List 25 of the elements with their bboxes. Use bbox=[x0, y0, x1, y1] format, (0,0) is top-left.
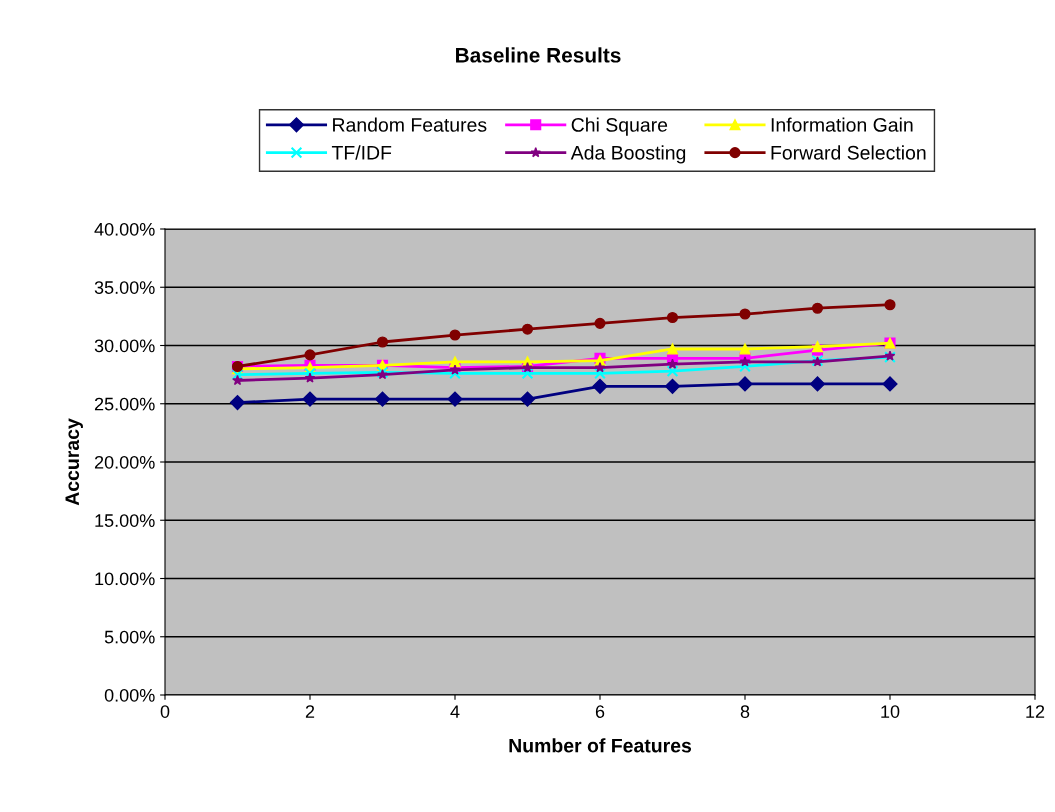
x-tick-label: 10 bbox=[881, 705, 900, 718]
y-axis-title: Accuracy bbox=[65, 418, 83, 506]
legend-label: Information Gain bbox=[771, 117, 913, 132]
x-tick-label: 2 bbox=[305, 705, 315, 718]
y-tick-label: 15.00% bbox=[95, 514, 155, 527]
x-tick-label: 4 bbox=[450, 705, 460, 718]
y-tick-label: 0.00% bbox=[104, 688, 155, 702]
x-tick-label: 0 bbox=[160, 705, 170, 718]
chart-title: Baseline Results bbox=[456, 47, 621, 63]
legend-label: Chi Square bbox=[571, 117, 668, 136]
legend-label: Random Features bbox=[333, 117, 487, 132]
x-axis-title: Number of Features bbox=[509, 738, 692, 753]
y-tick-label: 20.00% bbox=[94, 455, 155, 469]
y-tick-label: 25.00% bbox=[94, 397, 155, 411]
y-tick-label: 10.00% bbox=[95, 572, 155, 586]
y-tick-label: 40.00% bbox=[94, 222, 155, 236]
y-tick-label: 5.00% bbox=[104, 630, 155, 644]
legend-label: TF/IDF bbox=[331, 145, 392, 160]
legend-label: Ada Boosting bbox=[570, 145, 686, 164]
x-tick-label: 8 bbox=[740, 705, 750, 718]
y-tick-label: 35.00% bbox=[94, 281, 155, 294]
x-tick-label: 12 bbox=[1026, 705, 1045, 718]
legend-label: Forward Selection bbox=[771, 145, 926, 160]
x-tick-label: 6 bbox=[595, 705, 605, 718]
y-tick-label: 30.00% bbox=[94, 339, 155, 353]
